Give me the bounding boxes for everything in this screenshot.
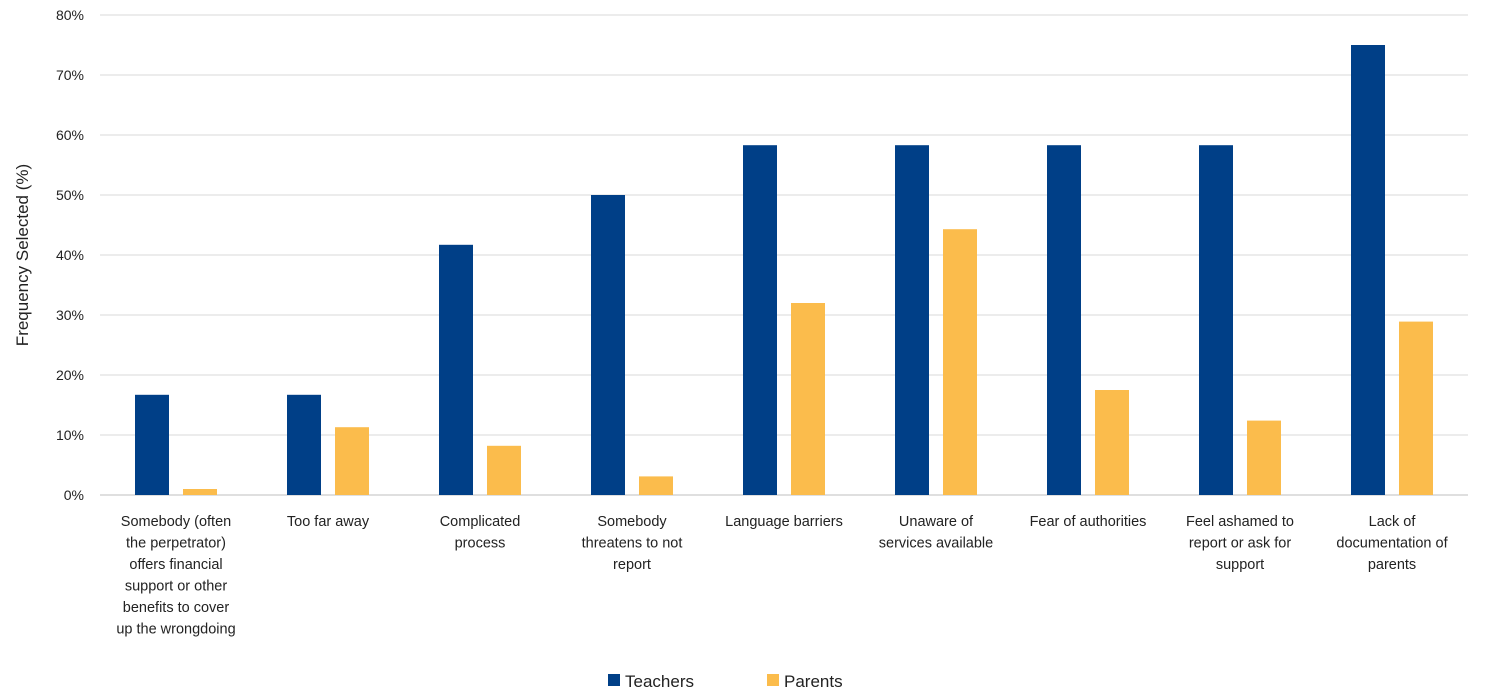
gridlines: [100, 14, 1468, 496]
y-tick-label: 50%: [56, 187, 84, 203]
legend: Teachers Parents: [608, 672, 843, 691]
bar-teachers: [743, 145, 777, 495]
category-label: Somebody threatens to not report: [582, 514, 683, 573]
y-tick-label: 80%: [56, 7, 84, 23]
y-tick-label: 60%: [56, 127, 84, 143]
category-label: Complicated process: [440, 514, 521, 552]
bar-teachers: [1351, 45, 1385, 495]
bar-parents: [487, 445, 521, 495]
bar-parents: [183, 489, 217, 495]
bar-parents: [1247, 420, 1281, 495]
bar-teachers: [439, 244, 473, 495]
category-label: Language barriers: [725, 514, 843, 530]
bar-teachers: [135, 394, 169, 495]
legend-parents-swatch: [767, 674, 779, 686]
bar-teachers: [591, 195, 625, 495]
y-tick-label: 20%: [56, 367, 84, 383]
bar-teachers: [1199, 145, 1233, 495]
y-axis-title: Frequency Selected (%): [13, 164, 32, 346]
legend-teachers-label: Teachers: [625, 672, 694, 691]
bar-parents: [639, 476, 673, 495]
bar-parents: [943, 229, 977, 495]
legend-teachers-swatch: [608, 674, 620, 686]
category-label: Too far away: [287, 514, 370, 530]
category-label: Lack of documentation of parents: [1336, 514, 1448, 573]
y-tick-label: 70%: [56, 67, 84, 83]
category-labels: Somebody (often the perpetrator) offers fi…: [116, 514, 1448, 638]
y-axis-ticks: 0% 10% 20% 30% 40% 50% 60% 70% 80%: [56, 7, 84, 503]
bar-teachers: [1047, 145, 1081, 495]
bar-parents: [1399, 321, 1433, 495]
bar-parents: [1095, 390, 1129, 495]
bar-parents: [335, 427, 369, 495]
bar-parents: [791, 303, 825, 495]
category-label: Somebody (often the perpetrator) offers fi…: [116, 514, 235, 638]
bars: [135, 45, 1433, 495]
category-label: Unaware of services available: [879, 514, 993, 552]
bar-teachers: [895, 145, 929, 495]
legend-parents-label: Parents: [784, 672, 843, 691]
category-label: Fear of authorities: [1030, 514, 1147, 530]
y-tick-label: 10%: [56, 427, 84, 443]
y-tick-label: 30%: [56, 307, 84, 323]
y-tick-label: 40%: [56, 247, 84, 263]
category-label: Feel ashamed to report or ask for support: [1186, 514, 1294, 573]
bar-teachers: [287, 394, 321, 495]
y-tick-label: 0%: [64, 487, 84, 503]
